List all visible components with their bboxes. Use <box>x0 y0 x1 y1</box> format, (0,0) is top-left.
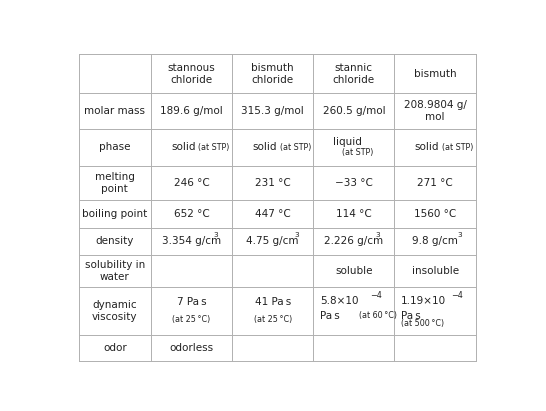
Text: (at STP): (at STP) <box>442 143 473 152</box>
Text: 447 °C: 447 °C <box>255 209 290 219</box>
Text: (at 60 °C): (at 60 °C) <box>359 312 397 320</box>
Text: solid: solid <box>415 142 439 152</box>
Text: 231 °C: 231 °C <box>255 178 290 188</box>
Text: boiling point: boiling point <box>82 209 147 219</box>
Text: 1.19×10: 1.19×10 <box>401 296 446 306</box>
Text: 2.226 g/cm: 2.226 g/cm <box>324 236 383 246</box>
Text: 7 Pa s: 7 Pa s <box>176 297 206 307</box>
Text: 189.6 g/mol: 189.6 g/mol <box>160 106 223 116</box>
Text: 652 °C: 652 °C <box>174 209 209 219</box>
Text: bismuth
chloride: bismuth chloride <box>251 62 294 85</box>
Text: stannous
chloride: stannous chloride <box>168 62 215 85</box>
Text: bismuth: bismuth <box>414 69 456 79</box>
Text: (at 500 °C): (at 500 °C) <box>401 319 444 328</box>
Text: 4.75 g/cm: 4.75 g/cm <box>246 236 299 246</box>
Text: odor: odor <box>103 343 127 353</box>
Text: 9.8 g/cm: 9.8 g/cm <box>412 236 458 246</box>
Text: (at STP): (at STP) <box>280 143 311 152</box>
Text: 260.5 g/mol: 260.5 g/mol <box>323 106 385 116</box>
Text: density: density <box>96 236 134 246</box>
Text: −33 °C: −33 °C <box>335 178 373 188</box>
Text: 315.3 g/mol: 315.3 g/mol <box>241 106 304 116</box>
Text: (at STP): (at STP) <box>342 148 373 157</box>
Text: Pa s: Pa s <box>320 311 340 321</box>
Text: −4: −4 <box>452 291 463 300</box>
Text: (at STP): (at STP) <box>198 143 230 152</box>
Text: 3.354 g/cm: 3.354 g/cm <box>162 236 221 246</box>
Text: stannic
chloride: stannic chloride <box>333 62 375 85</box>
Text: 3: 3 <box>213 232 218 238</box>
Text: solid: solid <box>252 142 277 152</box>
Text: insoluble: insoluble <box>412 266 459 276</box>
Text: 271 °C: 271 °C <box>417 178 453 188</box>
Text: 5.8×10: 5.8×10 <box>320 296 358 306</box>
Text: odorless: odorless <box>169 343 213 353</box>
Text: 114 °C: 114 °C <box>336 209 372 219</box>
Text: solid: solid <box>171 142 195 152</box>
Text: liquid: liquid <box>333 136 362 147</box>
Text: dynamic
viscosity: dynamic viscosity <box>92 300 138 322</box>
Text: 41 Pa s: 41 Pa s <box>254 297 291 307</box>
Text: −4: −4 <box>370 291 382 300</box>
Text: 208.9804 g/
mol: 208.9804 g/ mol <box>403 100 467 122</box>
Text: molar mass: molar mass <box>84 106 145 116</box>
Text: (at 25 °C): (at 25 °C) <box>253 315 292 324</box>
Text: (at 25 °C): (at 25 °C) <box>172 315 211 324</box>
Text: 3: 3 <box>376 232 381 238</box>
Text: 3: 3 <box>457 232 462 238</box>
Text: melting
point: melting point <box>95 172 135 194</box>
Text: Pa s: Pa s <box>401 311 421 321</box>
Text: 3: 3 <box>295 232 299 238</box>
Text: phase: phase <box>99 142 130 152</box>
Text: 246 °C: 246 °C <box>174 178 209 188</box>
Text: solubility in
water: solubility in water <box>85 260 145 282</box>
Text: soluble: soluble <box>335 266 372 276</box>
Text: 1560 °C: 1560 °C <box>414 209 456 219</box>
